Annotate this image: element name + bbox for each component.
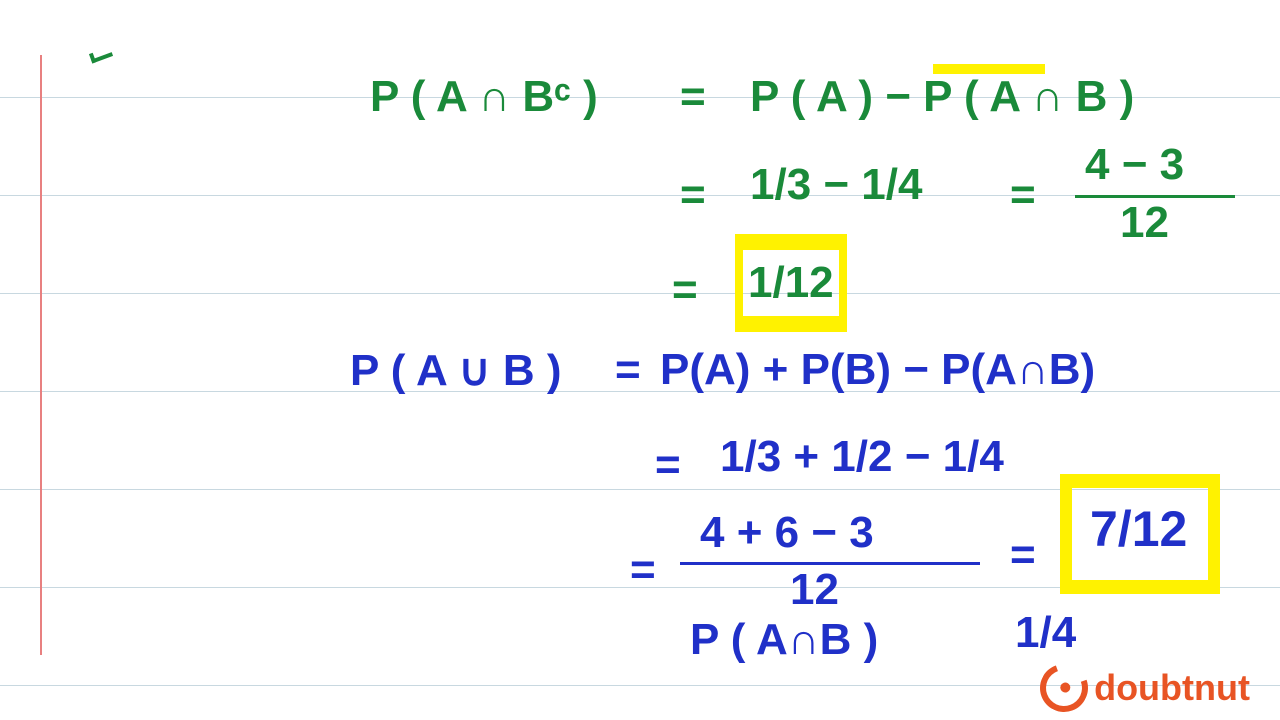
highlight-box-2-bottom bbox=[1060, 580, 1220, 594]
eq1-rhs: P ( A ) − P ( A ∩ B ) bbox=[750, 72, 1134, 122]
eq3-ans: 1/12 bbox=[748, 258, 834, 308]
eq6-eq2: = bbox=[1010, 530, 1036, 580]
highlight-box-1-bottom bbox=[735, 316, 847, 332]
eq2-frac-num: 4 − 3 bbox=[1085, 140, 1184, 190]
eq2-eq2: = bbox=[1010, 170, 1036, 220]
logo-icon bbox=[1032, 656, 1096, 720]
logo-dot bbox=[1059, 681, 1072, 694]
eq2-val: 1/3 − 1/4 bbox=[750, 160, 922, 210]
eq7-b: 1/4 bbox=[1015, 608, 1076, 658]
eq7-a: P ( A∩B ) bbox=[690, 615, 878, 665]
eq3-eq: = bbox=[672, 265, 698, 315]
eq4-lhs: P ( A ∪ B ) bbox=[350, 345, 561, 396]
eq2-eq: = bbox=[680, 170, 706, 220]
margin-line bbox=[40, 55, 42, 655]
eq4-eq: = bbox=[615, 345, 641, 395]
eq5-eq: = bbox=[655, 440, 681, 490]
eq4-rhs: P(A) + P(B) − P(A∩B) bbox=[660, 345, 1095, 395]
eq6-eq: = bbox=[630, 545, 656, 595]
highlight-box-2-right bbox=[1208, 474, 1220, 594]
logo-text: doubtnut bbox=[1094, 667, 1250, 709]
eq6-frac-den: 12 bbox=[790, 565, 839, 615]
eq1-eq: = bbox=[680, 72, 706, 122]
highlight-box-1-top bbox=[735, 234, 847, 250]
brand-logo: doubtnut bbox=[1040, 664, 1250, 712]
eq6-ans: 7/12 bbox=[1090, 500, 1187, 558]
eq5-val: 1/3 + 1/2 − 1/4 bbox=[720, 432, 1004, 482]
eq2-frac-den: 12 bbox=[1120, 198, 1169, 248]
highlight-box-2-top bbox=[1060, 474, 1220, 488]
eq6-frac-num: 4 + 6 − 3 bbox=[700, 508, 874, 558]
eq1-lhs: P ( A ∩ Bᶜ ) bbox=[370, 72, 598, 122]
highlight-box-2-left bbox=[1060, 474, 1072, 594]
